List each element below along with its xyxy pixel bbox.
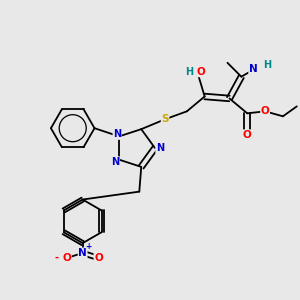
Text: N: N (111, 157, 119, 166)
Text: O: O (62, 253, 71, 263)
Text: +: + (85, 242, 92, 250)
Text: S: S (161, 114, 169, 124)
Text: N: N (78, 248, 87, 258)
Text: H: H (185, 67, 193, 77)
Text: -: - (55, 253, 59, 263)
Text: O: O (196, 67, 205, 77)
Text: N: N (113, 129, 121, 140)
Text: O: O (94, 253, 103, 263)
Text: H: H (263, 60, 271, 70)
Text: O: O (243, 130, 252, 140)
Text: N: N (249, 64, 258, 74)
Text: O: O (261, 106, 269, 116)
Text: N: N (156, 143, 164, 153)
